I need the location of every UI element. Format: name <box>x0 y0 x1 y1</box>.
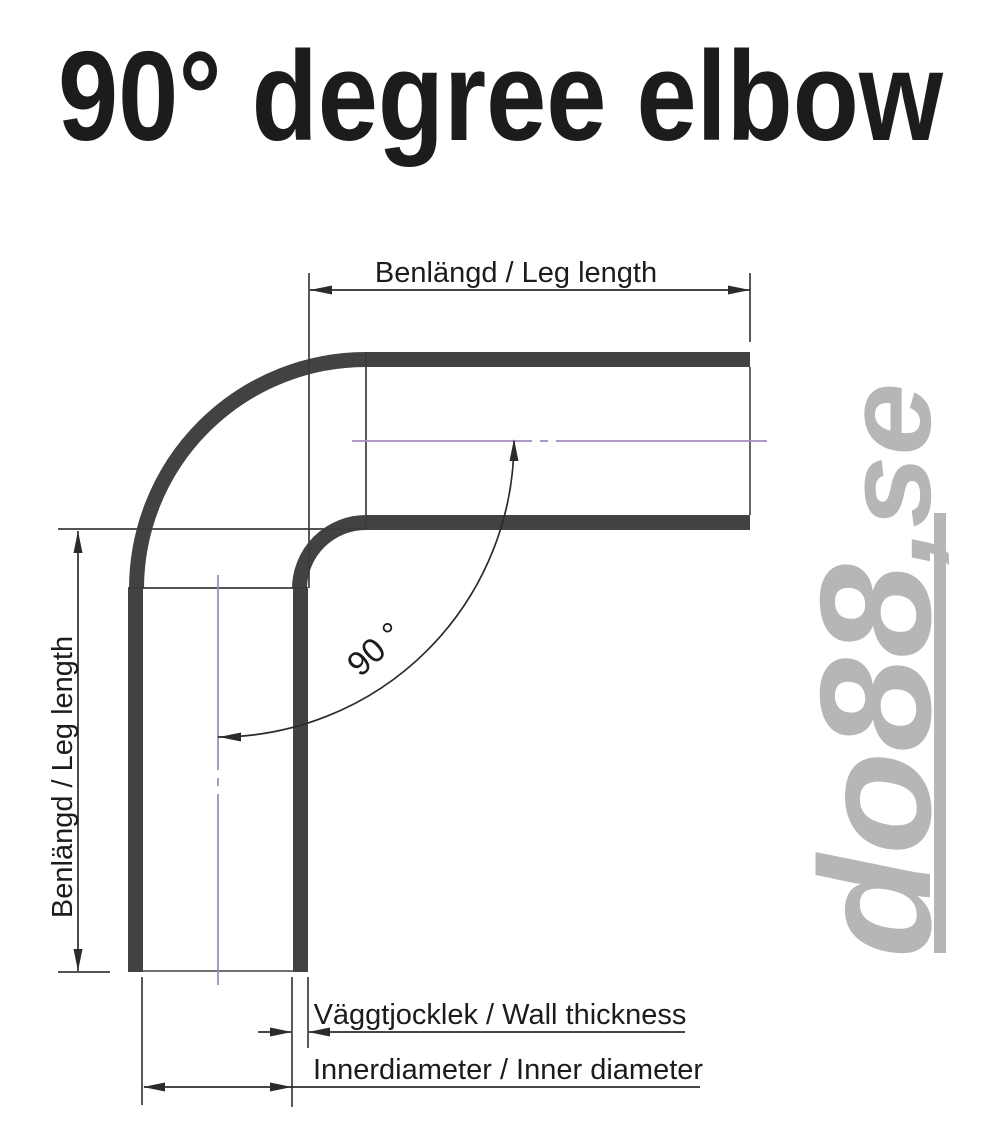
watermark-tld: ,se <box>820 383 956 566</box>
arrowhead-left-icon <box>310 285 332 295</box>
leg-length-left-label: Benlängd / Leg length <box>47 636 79 918</box>
dimension-leg-length-left: Benlängd / Leg length <box>47 531 83 971</box>
arrowhead-up-icon <box>73 531 83 553</box>
arrowhead-inner-left-icon <box>143 1082 165 1092</box>
wall-thickness-label: Väggtjocklek / Wall thickness <box>314 999 687 1031</box>
construction-lines <box>58 273 751 1107</box>
arrowhead-inner-right-icon <box>270 1082 292 1092</box>
tube-inner-bend-wall <box>292 515 367 590</box>
arrowhead-wall-right-icon <box>308 1027 330 1037</box>
elbow-tube <box>128 352 751 972</box>
dimension-wall-thickness: Väggtjocklek / Wall thickness <box>258 999 686 1037</box>
leg-length-top-label: Benlängd / Leg length <box>375 257 657 289</box>
arrowhead-arc-left-icon <box>219 732 241 742</box>
arrowhead-right-icon <box>728 285 750 295</box>
tube-outer-bend-wall <box>129 352 367 590</box>
page-title: 90° degree elbow <box>58 25 944 167</box>
dimension-inner-diameter: Innerdiameter / Inner diameter <box>143 1054 703 1092</box>
arrowhead-arc-top-icon <box>509 439 519 461</box>
watermark-underline <box>934 513 946 953</box>
angle-arc <box>217 440 515 738</box>
dimension-angle: 90 ° <box>217 439 519 742</box>
arrowhead-down-icon <box>73 949 83 971</box>
watermark-logo: do88,se <box>788 383 964 958</box>
dimension-leg-length-top: Benlängd / Leg length <box>310 257 750 295</box>
centerlines <box>217 440 767 985</box>
inner-diameter-label: Innerdiameter / Inner diameter <box>313 1054 703 1086</box>
arrowhead-wall-left-icon <box>270 1027 292 1037</box>
